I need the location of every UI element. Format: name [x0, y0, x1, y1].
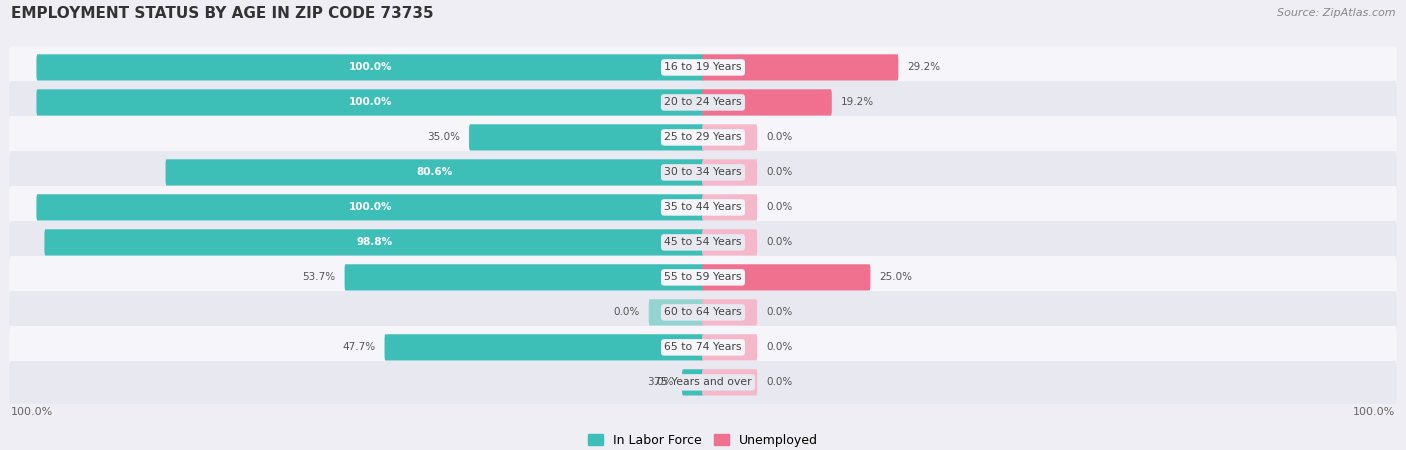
Text: 47.7%: 47.7% [343, 342, 375, 352]
Text: 0.0%: 0.0% [766, 342, 793, 352]
Text: 35 to 44 Years: 35 to 44 Years [664, 202, 742, 212]
Text: 25.0%: 25.0% [879, 272, 912, 283]
Text: 100.0%: 100.0% [349, 98, 392, 108]
FancyBboxPatch shape [702, 230, 758, 256]
FancyBboxPatch shape [37, 54, 704, 81]
Text: 98.8%: 98.8% [356, 238, 392, 248]
Text: 30 to 34 Years: 30 to 34 Years [664, 167, 742, 177]
Text: 0.0%: 0.0% [766, 167, 793, 177]
Text: 0.0%: 0.0% [766, 307, 793, 317]
FancyBboxPatch shape [166, 159, 704, 185]
FancyBboxPatch shape [702, 89, 832, 116]
Text: 53.7%: 53.7% [302, 272, 336, 283]
FancyBboxPatch shape [470, 124, 704, 151]
FancyBboxPatch shape [10, 151, 1396, 194]
FancyBboxPatch shape [10, 81, 1396, 124]
Text: 35.0%: 35.0% [427, 132, 460, 142]
FancyBboxPatch shape [344, 264, 704, 291]
Text: 65 to 74 Years: 65 to 74 Years [664, 342, 742, 352]
Text: 100.0%: 100.0% [349, 63, 392, 72]
Text: 0.0%: 0.0% [766, 132, 793, 142]
FancyBboxPatch shape [10, 291, 1396, 334]
FancyBboxPatch shape [10, 361, 1396, 404]
Text: 0.0%: 0.0% [766, 202, 793, 212]
FancyBboxPatch shape [702, 299, 758, 325]
Text: 75 Years and over: 75 Years and over [654, 378, 752, 387]
Text: 0.0%: 0.0% [766, 238, 793, 248]
FancyBboxPatch shape [37, 194, 704, 220]
Text: 19.2%: 19.2% [841, 98, 875, 108]
Text: EMPLOYMENT STATUS BY AGE IN ZIP CODE 73735: EMPLOYMENT STATUS BY AGE IN ZIP CODE 737… [11, 6, 433, 21]
Text: 45 to 54 Years: 45 to 54 Years [664, 238, 742, 248]
FancyBboxPatch shape [10, 116, 1396, 159]
Text: 55 to 59 Years: 55 to 59 Years [664, 272, 742, 283]
FancyBboxPatch shape [702, 369, 758, 396]
FancyBboxPatch shape [702, 264, 870, 291]
FancyBboxPatch shape [10, 46, 1396, 89]
Text: 29.2%: 29.2% [907, 63, 941, 72]
FancyBboxPatch shape [10, 221, 1396, 264]
FancyBboxPatch shape [45, 230, 704, 256]
Text: 3.0%: 3.0% [647, 378, 673, 387]
Text: 100.0%: 100.0% [11, 407, 53, 417]
FancyBboxPatch shape [10, 326, 1396, 369]
Text: Source: ZipAtlas.com: Source: ZipAtlas.com [1277, 8, 1395, 18]
Text: 16 to 19 Years: 16 to 19 Years [664, 63, 742, 72]
Text: 100.0%: 100.0% [349, 202, 392, 212]
FancyBboxPatch shape [10, 256, 1396, 299]
FancyBboxPatch shape [384, 334, 704, 360]
FancyBboxPatch shape [702, 124, 758, 151]
Text: 20 to 24 Years: 20 to 24 Years [664, 98, 742, 108]
Text: 60 to 64 Years: 60 to 64 Years [664, 307, 742, 317]
Text: 100.0%: 100.0% [1353, 407, 1395, 417]
Legend: In Labor Force, Unemployed: In Labor Force, Unemployed [583, 429, 823, 450]
Text: 25 to 29 Years: 25 to 29 Years [664, 132, 742, 142]
Text: 0.0%: 0.0% [766, 378, 793, 387]
Text: 80.6%: 80.6% [416, 167, 453, 177]
FancyBboxPatch shape [37, 89, 704, 116]
FancyBboxPatch shape [702, 334, 758, 360]
FancyBboxPatch shape [702, 194, 758, 220]
FancyBboxPatch shape [702, 54, 898, 81]
FancyBboxPatch shape [10, 186, 1396, 229]
Text: 0.0%: 0.0% [613, 307, 640, 317]
FancyBboxPatch shape [648, 299, 704, 325]
FancyBboxPatch shape [702, 159, 758, 185]
FancyBboxPatch shape [682, 369, 704, 396]
